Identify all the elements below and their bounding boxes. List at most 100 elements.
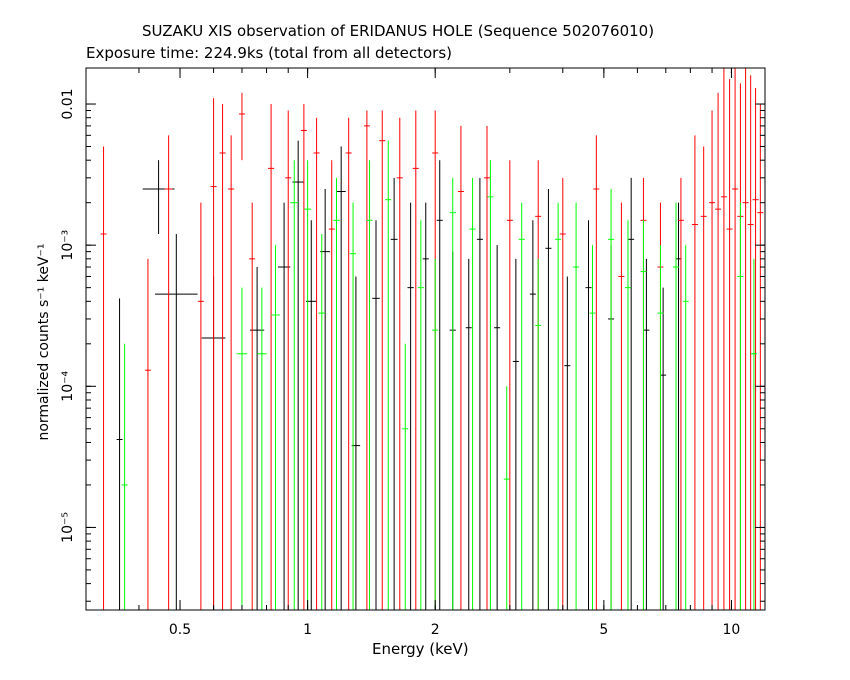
data-point — [503, 386, 510, 610]
data-point — [757, 104, 764, 610]
y-tick: 0.01 — [60, 88, 765, 120]
x-tick-label: 2 — [431, 622, 440, 638]
data-point — [750, 258, 757, 610]
data-point — [144, 258, 151, 610]
data-point — [155, 233, 198, 610]
data-point — [624, 220, 631, 610]
y-tick-label: 10⁻³ — [60, 230, 76, 261]
data-point — [660, 287, 667, 610]
data-point — [677, 177, 684, 610]
chart-subtitle: Exposure time: 224.9ks (total from all d… — [86, 44, 453, 62]
x-tick-label: 5 — [599, 622, 608, 638]
data-point — [121, 343, 128, 610]
data-point — [720, 68, 727, 610]
data-point — [487, 160, 494, 610]
data-point — [682, 245, 689, 610]
data-point — [618, 202, 625, 610]
data-point — [555, 202, 562, 610]
y-axis-ticks: 10⁻⁵ 10⁻⁴ 10⁻³ 0.01 — [60, 88, 765, 602]
x-tick-label: 1 — [303, 622, 312, 638]
data-point — [709, 110, 716, 610]
data-point — [333, 177, 340, 610]
data-point — [257, 287, 267, 610]
data-point — [732, 68, 739, 610]
data-point — [559, 177, 566, 610]
data-point — [238, 92, 245, 161]
data-point — [476, 177, 483, 610]
data-point — [313, 117, 320, 610]
data-point — [164, 135, 173, 610]
data-point — [402, 343, 409, 610]
data-point — [700, 146, 707, 610]
y-axis-label: normalized counts s⁻¹ keV⁻¹ — [36, 243, 52, 441]
data-point — [379, 110, 386, 610]
data-point — [752, 87, 759, 610]
data-point — [715, 92, 722, 610]
data-point — [564, 276, 571, 610]
x-tick: 10 — [723, 68, 740, 638]
data-point — [390, 177, 398, 610]
plot-frame — [85, 67, 766, 611]
data-point — [249, 202, 256, 610]
data-point — [328, 160, 335, 610]
series-green-errorbars — [121, 140, 757, 610]
y-tick: 10⁻³ — [60, 230, 765, 261]
data-point — [271, 245, 280, 610]
data-point — [726, 79, 733, 610]
data-point — [469, 177, 476, 610]
data-point — [529, 220, 536, 610]
data-point — [366, 160, 373, 610]
data-point — [336, 146, 346, 610]
data-point — [640, 220, 647, 610]
chart-title: SUZAKU XIS observation of ERIDANUS HOLE … — [142, 22, 655, 40]
data-point — [350, 202, 357, 610]
data-point — [363, 110, 370, 610]
data-point — [585, 220, 592, 610]
data-point — [303, 160, 312, 610]
x-axis-ticks: 0.5 1 2 5 10 — [85, 68, 740, 638]
x-tick-label: 0.5 — [169, 622, 191, 638]
data-point — [512, 258, 519, 610]
data-point — [589, 245, 596, 610]
data-point — [219, 104, 226, 610]
data-point — [142, 160, 175, 234]
data-point — [737, 202, 744, 610]
data-point — [494, 245, 501, 610]
series-red-errorbars — [100, 68, 764, 610]
data-point — [608, 188, 615, 610]
data-point — [657, 245, 664, 610]
y-tick-label: 0.01 — [60, 88, 76, 119]
y-tick-label: 10⁻⁴ — [60, 371, 76, 402]
data-point — [422, 202, 429, 610]
data-point — [483, 125, 490, 610]
data-point — [417, 220, 424, 610]
data-point — [535, 258, 542, 610]
x-tick: 0.5 — [169, 68, 191, 638]
data-point — [673, 202, 680, 610]
data-point — [691, 135, 698, 610]
data-point — [268, 104, 275, 610]
y-tick-label: 10⁻⁵ — [60, 512, 76, 543]
x-tick: 5 — [599, 68, 608, 638]
data-point — [285, 110, 292, 610]
data-point — [300, 104, 307, 610]
data-point — [432, 258, 439, 610]
data-point — [643, 258, 650, 610]
data-point — [747, 75, 754, 610]
data-point — [396, 117, 403, 610]
x-axis-label: Energy (keV) — [372, 640, 469, 658]
data-point — [345, 117, 352, 610]
data-point — [742, 68, 749, 610]
data-point — [407, 202, 414, 610]
data-point — [197, 202, 204, 610]
data-point — [436, 160, 443, 610]
data-point — [100, 146, 107, 610]
data-point — [465, 258, 472, 610]
data-point — [518, 202, 525, 610]
y-tick: 10⁻⁴ — [60, 371, 765, 402]
data-point — [318, 233, 326, 610]
data-point — [372, 220, 380, 610]
data-point — [628, 177, 635, 610]
data-point — [236, 287, 248, 610]
